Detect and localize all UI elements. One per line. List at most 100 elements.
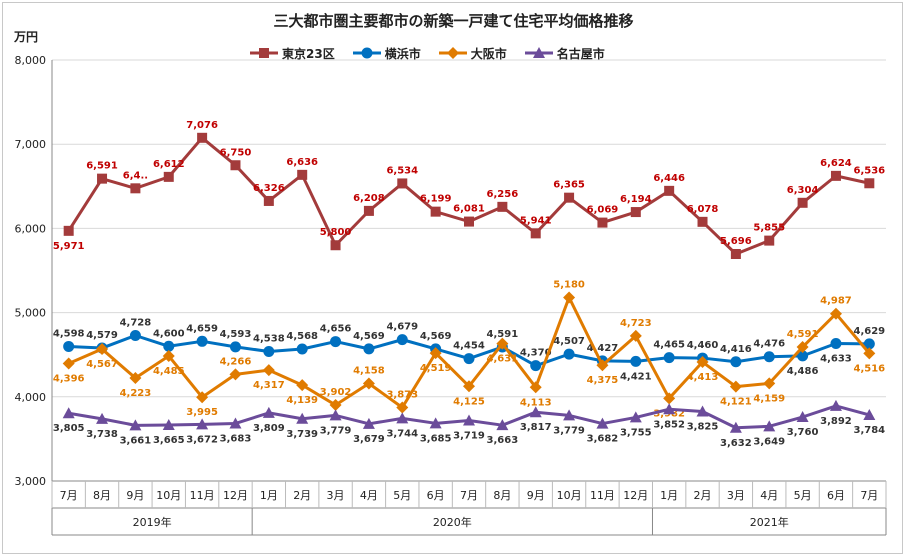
data-label-tokyo: 6,304 bbox=[787, 185, 819, 196]
data-label-osaka: 4,159 bbox=[753, 393, 785, 404]
data-label-tokyo: 6,4.. bbox=[123, 170, 148, 181]
legend-swatch-graphic bbox=[352, 47, 381, 59]
x-tick-label: 3月 bbox=[727, 489, 745, 502]
data-point-osaka bbox=[463, 380, 475, 393]
data-label-nagoya: 3,805 bbox=[53, 423, 85, 434]
data-point-tokyo bbox=[430, 206, 441, 217]
data-label-nagoya: 3,779 bbox=[320, 425, 352, 436]
data-label-nagoya: 3,744 bbox=[386, 428, 418, 439]
data-label-yokohama: 4,370 bbox=[520, 348, 552, 359]
data-label-yokohama: 4,591 bbox=[487, 329, 519, 340]
legend-item-osaka: 大阪市 bbox=[438, 45, 507, 62]
data-label-tokyo: 6,534 bbox=[386, 165, 418, 176]
data-point-yokohama bbox=[363, 343, 375, 355]
data-label-tokyo: 5,855 bbox=[753, 223, 785, 234]
data-point-tokyo bbox=[397, 178, 408, 189]
data-point-yokohama bbox=[129, 330, 141, 342]
x-tick-label: 7月 bbox=[60, 489, 78, 502]
data-point-nagoya bbox=[196, 418, 209, 430]
data-label-nagoya: 3,682 bbox=[587, 434, 619, 445]
data-point-yokohama bbox=[830, 338, 842, 350]
data-label-nagoya: 3,719 bbox=[453, 430, 485, 441]
data-point-osaka bbox=[296, 379, 309, 392]
year-label: 2021年 bbox=[750, 515, 789, 529]
data-point-nagoya bbox=[796, 411, 809, 423]
data-point-nagoya bbox=[863, 408, 876, 420]
legend-swatch-tokyo bbox=[250, 47, 278, 59]
data-label-tokyo: 5,800 bbox=[320, 227, 352, 238]
data-label-yokohama: 4,568 bbox=[286, 331, 318, 342]
data-point-osaka bbox=[829, 307, 842, 320]
data-point-osaka bbox=[396, 401, 409, 414]
data-point-tokyo bbox=[197, 132, 208, 143]
data-point-yokohama bbox=[196, 335, 208, 347]
data-label-osaka: 4,158 bbox=[353, 365, 385, 376]
data-point-nagoya bbox=[596, 417, 609, 429]
data-point-nagoya bbox=[529, 406, 542, 418]
data-point-yokohama bbox=[763, 351, 775, 363]
data-label-nagoya: 3,679 bbox=[353, 434, 385, 445]
data-point-nagoya bbox=[162, 419, 175, 431]
data-label-tokyo: 6,326 bbox=[253, 183, 285, 194]
data-label-nagoya: 3,817 bbox=[520, 422, 552, 433]
x-tick-label: 10月 bbox=[156, 489, 181, 502]
x-tick-label: 5月 bbox=[393, 489, 411, 502]
data-point-tokyo bbox=[730, 248, 741, 259]
legend-swatch-yokohama bbox=[352, 47, 381, 59]
data-point-tokyo bbox=[330, 240, 341, 251]
y-tick-label: 8,000 bbox=[15, 54, 47, 67]
data-label-yokohama: 4,416 bbox=[720, 344, 752, 355]
data-point-tokyo bbox=[697, 216, 708, 227]
x-tick-label: 1月 bbox=[660, 489, 678, 502]
series-tokyo: 5,971 6,591 6,4.. 6,612 7,076 6,750 6,326 6,636… bbox=[53, 120, 885, 259]
y-axis-unit-label: 万円 bbox=[14, 30, 39, 44]
x-tick-label: 4月 bbox=[360, 489, 378, 502]
data-point-tokyo bbox=[830, 170, 841, 181]
legend-swatch-osaka bbox=[438, 47, 467, 59]
data-label-yokohama: 4,600 bbox=[153, 328, 185, 339]
data-label-osaka: 4,223 bbox=[120, 388, 152, 399]
data-point-nagoya bbox=[663, 403, 676, 415]
data-label-osaka: 4,375 bbox=[587, 375, 619, 386]
legend-label-nagoya: 名古屋市 bbox=[556, 46, 605, 61]
data-label-osaka: 3,873 bbox=[386, 389, 418, 400]
legend-label-yokohama: 横浜市 bbox=[384, 46, 421, 61]
data-label-tokyo: 5,696 bbox=[720, 236, 752, 247]
data-point-tokyo bbox=[363, 205, 374, 216]
data-point-nagoya bbox=[429, 417, 442, 429]
data-label-yokohama: 4,538 bbox=[253, 334, 285, 345]
data-point-nagoya bbox=[696, 405, 709, 417]
data-point-yokohama bbox=[663, 352, 675, 364]
data-label-tokyo: 6,194 bbox=[620, 194, 652, 205]
data-label-osaka: 3,902 bbox=[320, 387, 352, 398]
legend-item-yokohama: 横浜市 bbox=[352, 45, 421, 62]
data-point-nagoya bbox=[96, 412, 109, 424]
legend-label-tokyo: 東京23区 bbox=[282, 46, 335, 61]
data-label-yokohama: 4,460 bbox=[687, 340, 719, 351]
x-tick-label: 5月 bbox=[794, 489, 812, 502]
data-label-nagoya: 3,665 bbox=[153, 435, 185, 446]
data-point-tokyo bbox=[297, 169, 308, 180]
data-label-osaka: 4,723 bbox=[620, 318, 652, 329]
data-label-tokyo: 6,199 bbox=[420, 194, 452, 205]
x-tick-label: 10月 bbox=[557, 489, 582, 502]
data-label-nagoya: 3,852 bbox=[653, 419, 685, 430]
data-point-tokyo bbox=[597, 217, 608, 228]
data-label-nagoya: 3,760 bbox=[787, 427, 819, 438]
data-point-nagoya bbox=[763, 420, 776, 432]
x-tick-label: 12月 bbox=[223, 489, 248, 502]
data-label-yokohama: 4,507 bbox=[553, 336, 585, 347]
data-point-tokyo bbox=[163, 171, 174, 182]
data-point-nagoya bbox=[62, 407, 75, 419]
legend-label-osaka: 大阪市 bbox=[470, 46, 507, 61]
data-point-yokohama bbox=[863, 338, 875, 350]
data-label-nagoya: 3,685 bbox=[420, 433, 452, 444]
data-point-yokohama bbox=[463, 353, 475, 365]
data-label-osaka: 4,121 bbox=[720, 397, 752, 408]
data-label-osaka: 4,516 bbox=[853, 363, 885, 374]
data-point-osaka bbox=[362, 377, 375, 390]
data-point-osaka bbox=[729, 380, 742, 393]
data-label-nagoya: 3,649 bbox=[753, 436, 785, 447]
data-label-osaka: 4,485 bbox=[153, 366, 185, 377]
data-label-tokyo: 6,591 bbox=[86, 161, 118, 172]
